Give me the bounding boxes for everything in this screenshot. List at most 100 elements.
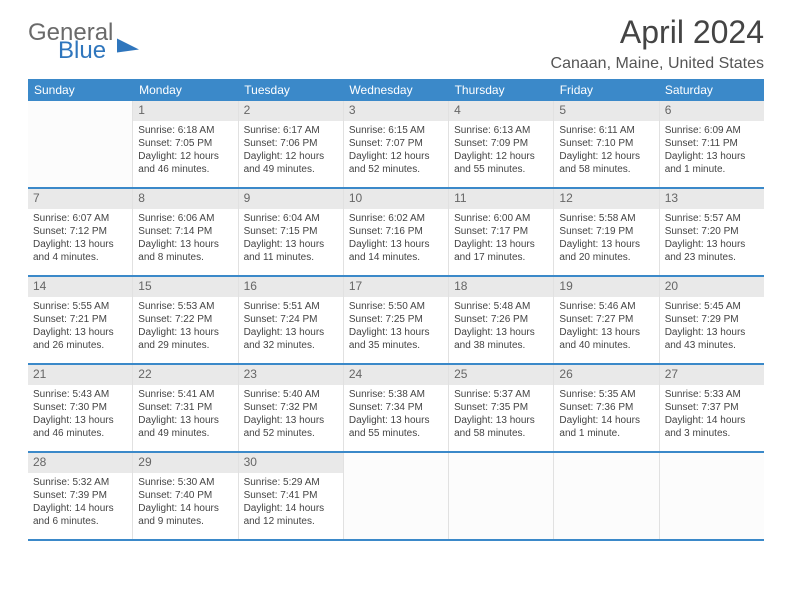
- daylight-line2: and 12 minutes.: [244, 515, 338, 528]
- day-cell: 25Sunrise: 5:37 AMSunset: 7:35 PMDayligh…: [449, 365, 554, 451]
- day-cell: [344, 453, 449, 539]
- day-cell: [554, 453, 659, 539]
- day-number: 18: [449, 277, 553, 297]
- daylight-line2: and 40 minutes.: [559, 339, 653, 352]
- day-number: 25: [449, 365, 553, 385]
- sunrise-text: Sunrise: 5:57 AM: [665, 212, 759, 225]
- daylight-line2: and 46 minutes.: [33, 427, 127, 440]
- week-row: 28Sunrise: 5:32 AMSunset: 7:39 PMDayligh…: [28, 453, 764, 541]
- daylight-line1: Daylight: 13 hours: [349, 326, 443, 339]
- day-cell: 27Sunrise: 5:33 AMSunset: 7:37 PMDayligh…: [660, 365, 764, 451]
- location-label: Canaan, Maine, United States: [551, 55, 764, 73]
- sunset-text: Sunset: 7:34 PM: [349, 401, 443, 414]
- page-title: April 2024: [551, 14, 764, 51]
- sunrise-text: Sunrise: 5:29 AM: [244, 476, 338, 489]
- sunset-text: Sunset: 7:21 PM: [33, 313, 127, 326]
- day-cell: 26Sunrise: 5:35 AMSunset: 7:36 PMDayligh…: [554, 365, 659, 451]
- sunset-text: Sunset: 7:24 PM: [244, 313, 338, 326]
- sunset-text: Sunset: 7:19 PM: [559, 225, 653, 238]
- day-number: 27: [660, 365, 764, 385]
- weeks-container: 1Sunrise: 6:18 AMSunset: 7:05 PMDaylight…: [28, 101, 764, 541]
- week-row: 1Sunrise: 6:18 AMSunset: 7:05 PMDaylight…: [28, 101, 764, 189]
- day-number: 22: [133, 365, 237, 385]
- day-number: 26: [554, 365, 658, 385]
- sunset-text: Sunset: 7:40 PM: [138, 489, 232, 502]
- daylight-line2: and 46 minutes.: [138, 163, 232, 176]
- sunset-text: Sunset: 7:25 PM: [349, 313, 443, 326]
- sunrise-text: Sunrise: 5:40 AM: [244, 388, 338, 401]
- day-number: 19: [554, 277, 658, 297]
- sunrise-text: Sunrise: 6:02 AM: [349, 212, 443, 225]
- daylight-line1: Daylight: 13 hours: [138, 326, 232, 339]
- daylight-line2: and 52 minutes.: [349, 163, 443, 176]
- daylight-line1: Daylight: 14 hours: [559, 414, 653, 427]
- daylight-line1: Daylight: 13 hours: [244, 326, 338, 339]
- daylight-line2: and 55 minutes.: [454, 163, 548, 176]
- day-cell: 22Sunrise: 5:41 AMSunset: 7:31 PMDayligh…: [133, 365, 238, 451]
- sunrise-text: Sunrise: 6:11 AM: [559, 124, 653, 137]
- daylight-line1: Daylight: 14 hours: [138, 502, 232, 515]
- sunrise-text: Sunrise: 5:46 AM: [559, 300, 653, 313]
- sunset-text: Sunset: 7:12 PM: [33, 225, 127, 238]
- daylight-line2: and 58 minutes.: [559, 163, 653, 176]
- weekday-header: Friday: [554, 79, 659, 101]
- sunrise-text: Sunrise: 5:48 AM: [454, 300, 548, 313]
- daylight-line1: Daylight: 12 hours: [138, 150, 232, 163]
- sunset-text: Sunset: 7:09 PM: [454, 137, 548, 150]
- daylight-line1: Daylight: 12 hours: [349, 150, 443, 163]
- daylight-line2: and 55 minutes.: [349, 427, 443, 440]
- daylight-line2: and 17 minutes.: [454, 251, 548, 264]
- daylight-line1: Daylight: 13 hours: [454, 326, 548, 339]
- sunset-text: Sunset: 7:05 PM: [138, 137, 232, 150]
- day-cell: [660, 453, 764, 539]
- daylight-line2: and 52 minutes.: [244, 427, 338, 440]
- sunrise-text: Sunrise: 5:43 AM: [33, 388, 127, 401]
- daylight-line1: Daylight: 14 hours: [33, 502, 127, 515]
- daylight-line2: and 29 minutes.: [138, 339, 232, 352]
- weekday-header: Wednesday: [343, 79, 448, 101]
- day-cell: 10Sunrise: 6:02 AMSunset: 7:16 PMDayligh…: [344, 189, 449, 275]
- daylight-line2: and 8 minutes.: [138, 251, 232, 264]
- sunrise-text: Sunrise: 6:15 AM: [349, 124, 443, 137]
- sunrise-text: Sunrise: 5:38 AM: [349, 388, 443, 401]
- week-row: 21Sunrise: 5:43 AMSunset: 7:30 PMDayligh…: [28, 365, 764, 453]
- day-cell: 9Sunrise: 6:04 AMSunset: 7:15 PMDaylight…: [239, 189, 344, 275]
- day-cell: 23Sunrise: 5:40 AMSunset: 7:32 PMDayligh…: [239, 365, 344, 451]
- weekday-header-row: SundayMondayTuesdayWednesdayThursdayFrid…: [28, 79, 764, 101]
- daylight-line2: and 3 minutes.: [665, 427, 759, 440]
- brand-blue: Blue: [58, 40, 113, 62]
- day-cell: [28, 101, 133, 187]
- day-number: 10: [344, 189, 448, 209]
- week-row: 7Sunrise: 6:07 AMSunset: 7:12 PMDaylight…: [28, 189, 764, 277]
- sunrise-text: Sunrise: 6:07 AM: [33, 212, 127, 225]
- sunset-text: Sunset: 7:10 PM: [559, 137, 653, 150]
- daylight-line2: and 14 minutes.: [349, 251, 443, 264]
- day-cell: 1Sunrise: 6:18 AMSunset: 7:05 PMDaylight…: [133, 101, 238, 187]
- sunrise-text: Sunrise: 5:45 AM: [665, 300, 759, 313]
- sunrise-text: Sunrise: 6:09 AM: [665, 124, 759, 137]
- daylight-line1: Daylight: 13 hours: [559, 326, 653, 339]
- day-cell: 21Sunrise: 5:43 AMSunset: 7:30 PMDayligh…: [28, 365, 133, 451]
- weekday-header: Tuesday: [238, 79, 343, 101]
- day-cell: 30Sunrise: 5:29 AMSunset: 7:41 PMDayligh…: [239, 453, 344, 539]
- sunset-text: Sunset: 7:14 PM: [138, 225, 232, 238]
- sunset-text: Sunset: 7:37 PM: [665, 401, 759, 414]
- daylight-line1: Daylight: 13 hours: [665, 238, 759, 251]
- day-number: 17: [344, 277, 448, 297]
- day-cell: 6Sunrise: 6:09 AMSunset: 7:11 PMDaylight…: [660, 101, 764, 187]
- day-cell: 17Sunrise: 5:50 AMSunset: 7:25 PMDayligh…: [344, 277, 449, 363]
- daylight-line1: Daylight: 13 hours: [349, 238, 443, 251]
- daylight-line1: Daylight: 13 hours: [559, 238, 653, 251]
- sunrise-text: Sunrise: 6:04 AM: [244, 212, 338, 225]
- day-number: 30: [239, 453, 343, 473]
- daylight-line2: and 11 minutes.: [244, 251, 338, 264]
- day-number: 12: [554, 189, 658, 209]
- day-cell: 7Sunrise: 6:07 AMSunset: 7:12 PMDaylight…: [28, 189, 133, 275]
- daylight-line2: and 20 minutes.: [559, 251, 653, 264]
- daylight-line1: Daylight: 13 hours: [33, 414, 127, 427]
- sunset-text: Sunset: 7:15 PM: [244, 225, 338, 238]
- day-cell: 12Sunrise: 5:58 AMSunset: 7:19 PMDayligh…: [554, 189, 659, 275]
- sunrise-text: Sunrise: 5:53 AM: [138, 300, 232, 313]
- day-cell: 28Sunrise: 5:32 AMSunset: 7:39 PMDayligh…: [28, 453, 133, 539]
- header: General Blue April 2024 Canaan, Maine, U…: [28, 14, 764, 73]
